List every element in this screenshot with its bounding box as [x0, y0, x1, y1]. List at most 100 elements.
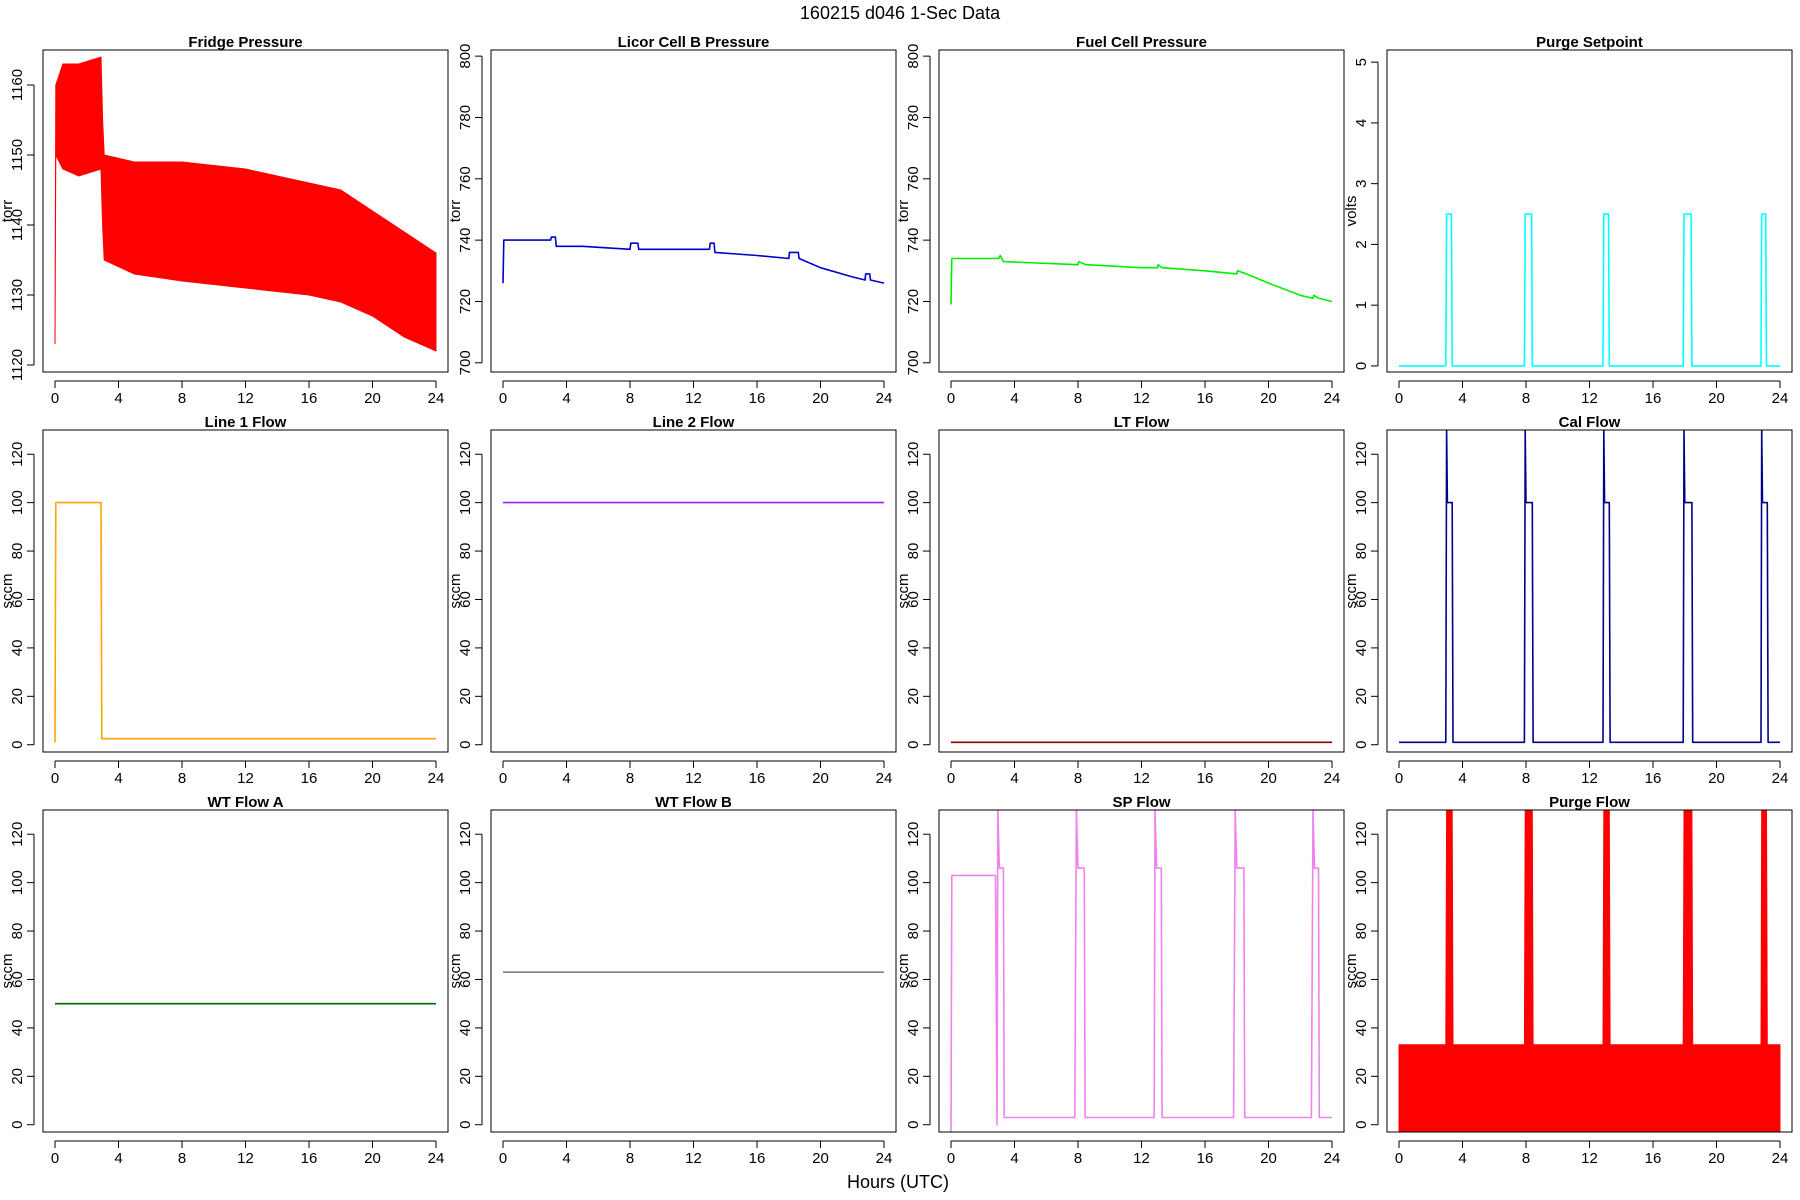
x-tick-label: 16 — [749, 770, 766, 787]
y-tick-label: 80 — [9, 923, 26, 940]
panel-title: LT Flow — [1114, 414, 1170, 431]
x-tick-label: 12 — [237, 1150, 254, 1167]
y-tick-label: 120 — [1353, 822, 1370, 847]
y-axis-label: sccm — [447, 574, 464, 609]
x-tick-label: 24 — [1324, 770, 1341, 787]
x-tick-label: 0 — [1395, 770, 1403, 787]
x-tick-label: 12 — [1581, 390, 1598, 407]
y-tick-label: 80 — [905, 923, 922, 940]
x-tick-label: 20 — [364, 390, 381, 407]
x-tick-label: 4 — [1010, 390, 1018, 407]
y-tick-label: 40 — [457, 640, 474, 657]
y-axis-label: torr — [447, 200, 464, 223]
y-tick-label: 120 — [905, 442, 922, 467]
y-axis-label: sccm — [0, 574, 16, 609]
x-tick-label: 0 — [947, 1150, 955, 1167]
x-tick-label: 24 — [428, 1150, 445, 1167]
chart-panel-11: SP Flow 0 4 8 12 16 20 24 0 20 40 60 80 100 120 sccm — [895, 794, 1345, 1167]
x-tick-label: 4 — [562, 390, 570, 407]
y-axis-label: sccm — [895, 574, 912, 609]
series-line-1 — [1399, 213, 1780, 367]
x-tick-label: 24 — [1324, 390, 1341, 407]
x-tick-label: 24 — [428, 770, 445, 787]
y-tick-label: 800 — [905, 44, 922, 69]
x-tick-label: 20 — [364, 1150, 381, 1167]
y-axis-label: volts — [1343, 196, 1360, 227]
chart-panel-7: LT Flow 0 4 8 12 16 20 24 0 20 40 60 80 100 120 sccm — [895, 414, 1345, 787]
y-axis-label: torr — [895, 200, 912, 223]
y-tick-label: 100 — [9, 870, 26, 895]
x-tick-label: 0 — [1395, 390, 1403, 407]
y-tick-label: 40 — [1353, 1020, 1370, 1037]
plot-frame — [938, 429, 1345, 753]
chart-panel-6: Line 2 Flow 0 4 8 12 16 20 24 0 20 40 60 80 100 120 scc… — [447, 414, 897, 787]
y-tick-label: 100 — [905, 870, 922, 895]
y-tick-label: 40 — [1353, 640, 1370, 657]
plot-frame — [490, 49, 897, 373]
y-tick-label: 100 — [457, 490, 474, 515]
y-tick-label: 3 — [1353, 179, 1370, 187]
y-tick-label: 20 — [1353, 1068, 1370, 1085]
x-tick-label: 16 — [1197, 770, 1214, 787]
plot-frame — [1386, 49, 1793, 373]
y-tick-label: 720 — [905, 289, 922, 314]
y-tick-label: 760 — [905, 166, 922, 191]
plot-frame — [1386, 429, 1793, 753]
panel-title: Cal Flow — [1559, 414, 1621, 431]
x-tick-label: 16 — [301, 390, 318, 407]
x-tick-label: 16 — [1197, 390, 1214, 407]
x-tick-label: 12 — [1133, 390, 1150, 407]
x-tick-label: 0 — [947, 770, 955, 787]
y-tick-label: 20 — [905, 1068, 922, 1085]
x-tick-label: 0 — [51, 390, 59, 407]
y-axis-label: sccm — [0, 954, 16, 989]
x-tick-label: 20 — [812, 770, 829, 787]
panel-title: Purge Setpoint — [1536, 34, 1643, 51]
plot-area — [950, 810, 1332, 1132]
y-tick-label: 0 — [1353, 362, 1370, 370]
y-tick-label: 60 — [905, 971, 922, 988]
y-tick-label: 0 — [9, 741, 26, 749]
x-tick-label: 20 — [1708, 770, 1725, 787]
x-tick-label: 16 — [1197, 1150, 1214, 1167]
plot-area — [950, 254, 1333, 305]
y-tick-label: 20 — [457, 688, 474, 705]
chart-panel-8: Cal Flow 0 4 8 12 16 20 24 0 20 40 60 80 100 120 sccm — [1343, 414, 1793, 787]
figure-title: 160215 d046 1-Sec Data — [800, 3, 1001, 23]
y-axis-label: torr — [0, 200, 16, 223]
y-tick-label: 0 — [457, 741, 474, 749]
x-tick-label: 20 — [1708, 1150, 1725, 1167]
y-tick-label: 780 — [905, 105, 922, 130]
x-tick-label: 16 — [1645, 770, 1662, 787]
y-tick-label: 0 — [1353, 1121, 1370, 1129]
x-tick-label: 8 — [178, 390, 186, 407]
y-tick-label: 720 — [457, 289, 474, 314]
y-tick-label: 1120 — [9, 349, 26, 381]
y-tick-label: 1160 — [9, 69, 26, 101]
y-tick-label: 120 — [457, 442, 474, 467]
x-tick-label: 12 — [685, 770, 702, 787]
chart-panel-10: WT Flow B 0 4 8 12 16 20 24 0 20 40 60 80 100 120 sccm — [447, 794, 897, 1167]
x-tick-label: 4 — [562, 1150, 570, 1167]
x-tick-label: 20 — [364, 770, 381, 787]
plot-area — [502, 236, 885, 284]
plot-frame — [42, 49, 449, 373]
x-tick-label: 12 — [685, 390, 702, 407]
x-tick-label: 4 — [1458, 770, 1466, 787]
y-axis-label: sccm — [1343, 954, 1360, 989]
y-tick-label: 80 — [1353, 543, 1370, 560]
plot-area — [1398, 810, 1781, 1132]
x-tick-label: 4 — [114, 770, 122, 787]
x-tick-label: 8 — [626, 390, 634, 407]
x-tick-label: 12 — [1133, 770, 1150, 787]
y-tick-label: 700 — [905, 350, 922, 375]
plot-area — [1399, 430, 1780, 744]
x-tick-label: 16 — [301, 770, 318, 787]
x-tick-label: 8 — [1074, 1150, 1082, 1167]
y-tick-label: 80 — [9, 543, 26, 560]
x-tick-label: 4 — [1458, 390, 1466, 407]
x-tick-label: 4 — [1010, 1150, 1018, 1167]
